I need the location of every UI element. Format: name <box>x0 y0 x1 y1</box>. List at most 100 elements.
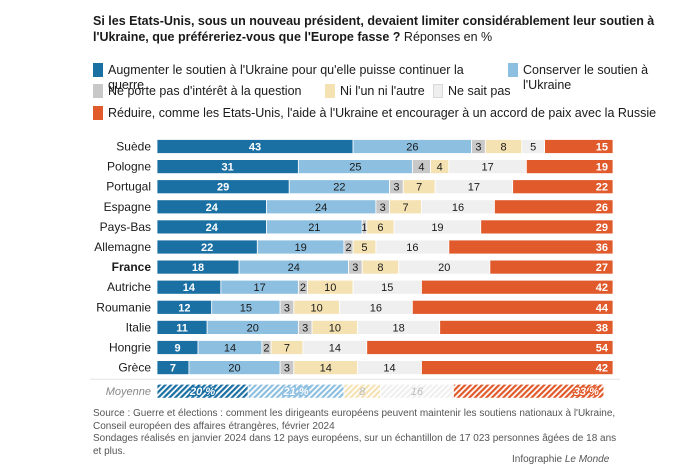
title-unit: Réponses en % <box>403 30 493 44</box>
bar-segment-portugal-5 <box>512 179 614 195</box>
source-line-1: Source : Guerre et élections : comment l… <box>93 408 616 432</box>
bar-value-italie-0: 11 <box>176 322 188 334</box>
bar-value-roumanie-5: 44 <box>596 302 609 314</box>
bar-value-pologne-0: 31 <box>222 162 234 174</box>
bar-value-pologne-3: 4 <box>437 162 443 174</box>
bar-value-suede-0: 43 <box>249 142 261 154</box>
source-note: Source : Guerre et élections : comment l… <box>93 408 623 458</box>
bar-value-hongrie-5: 54 <box>596 343 609 355</box>
bar-value-portugal-0: 29 <box>217 182 229 194</box>
bar-value-pays-bas-3: 6 <box>377 222 383 234</box>
bar-value-suede-4: 5 <box>530 142 536 154</box>
legend-swatch-ne-sait-pas <box>433 84 443 98</box>
category-label-france: France <box>112 260 152 274</box>
bar-value-italie-1: 20 <box>247 322 259 334</box>
category-label-roumanie: Roumanie <box>96 300 151 314</box>
bar-value-france-5: 27 <box>596 262 608 274</box>
bar-value-hongrie-3: 7 <box>284 343 290 355</box>
bar-value-hongrie-1: 14 <box>224 343 236 355</box>
bar-value-grece-1: 20 <box>228 363 240 375</box>
credit-prefix: Infographie <box>512 454 563 465</box>
bar-value-pologne-4: 17 <box>481 162 493 174</box>
title-question: Si les Etats-Unis, sous un nouveau prési… <box>93 14 655 44</box>
average-value-4: 16 <box>411 386 424 398</box>
legend-label-reduire: Réduire, comme les Etats-Unis, l'aide à … <box>108 106 657 120</box>
category-label-espagne: Espagne <box>104 200 152 214</box>
bar-value-autriche-1: 17 <box>253 282 265 294</box>
bar-value-italie-5: 38 <box>596 322 608 334</box>
category-label-allemagne: Allemagne <box>94 240 151 254</box>
bar-value-grece-0: 7 <box>170 363 176 375</box>
average-value-0: 20 % <box>189 386 215 398</box>
bar-value-portugal-3: 7 <box>416 182 422 194</box>
bar-value-pays-bas-5: 29 <box>596 222 608 234</box>
bar-value-grece-2: 3 <box>284 363 290 375</box>
bar-segment-suede-5 <box>544 139 614 154</box>
average-segment-5 <box>452 383 605 399</box>
bar-value-allemagne-4: 16 <box>406 242 418 254</box>
chart-title: Si les Etats-Unis, sous un nouveau prési… <box>93 13 673 45</box>
bar-value-espagne-4: 16 <box>452 202 464 214</box>
bar-value-suede-5: 15 <box>596 142 608 154</box>
bar-value-autriche-4: 15 <box>381 282 393 294</box>
bar-value-pays-bas-4: 19 <box>431 222 443 234</box>
bar-value-hongrie-4: 14 <box>329 343 341 355</box>
bar-value-roumanie-2: 3 <box>284 302 290 314</box>
bar-value-hongrie-2: 2 <box>263 343 269 355</box>
bar-value-italie-3: 10 <box>329 322 341 334</box>
legend-swatch-reduire <box>93 106 103 120</box>
bar-value-allemagne-0: 22 <box>201 242 213 254</box>
bar-value-autriche-3: 10 <box>324 282 336 294</box>
category-label-grece: Grèce <box>118 361 151 375</box>
bar-value-grece-3: 14 <box>320 363 332 375</box>
bar-value-pays-bas-2: 1 <box>361 222 367 234</box>
bar-value-suede-2: 3 <box>475 142 481 154</box>
bar-value-roumanie-1: 15 <box>240 302 252 314</box>
bar-value-italie-4: 18 <box>393 322 405 334</box>
bar-value-espagne-5: 26 <box>596 202 608 214</box>
bar-value-france-0: 18 <box>192 262 204 274</box>
legend-label-ni-lun: Ni l'un ni l'autre <box>340 84 425 98</box>
legend-label-ne-sait-pas: Ne sait pas <box>448 84 511 98</box>
bar-segment-espagne-5 <box>494 199 614 215</box>
bar-value-autriche-2: 2 <box>300 282 306 294</box>
bar-value-espagne-0: 24 <box>206 202 219 214</box>
bar-segment-hongrie-5 <box>366 340 614 355</box>
credit: Infographie Le Monde <box>512 454 609 466</box>
bar-value-france-1: 24 <box>288 262 300 274</box>
bar-segment-france-5 <box>489 259 614 275</box>
legend-label-conserver: Conserver le soutien à l'Ukraine <box>523 63 649 92</box>
bar-value-grece-4: 14 <box>383 363 395 375</box>
category-label-suede: Suède <box>116 140 151 154</box>
bar-value-portugal-5: 22 <box>596 182 608 194</box>
bar-value-suede-1: 26 <box>406 142 418 154</box>
bar-value-espagne-2: 3 <box>380 202 386 214</box>
bar-segment-grece-5 <box>421 360 614 376</box>
bar-value-suede-3: 8 <box>500 142 506 154</box>
bar-segment-autriche-5 <box>421 279 614 295</box>
legend-label-augmenter: Augmenter le soutien à l'Ukraine pour qu… <box>108 63 464 92</box>
bar-segment-italie-5 <box>439 319 614 335</box>
category-label-pays-bas: Pays-Bas <box>100 220 151 234</box>
bar-value-grece-5: 42 <box>596 363 608 375</box>
bar-value-allemagne-5: 36 <box>596 242 608 254</box>
bar-value-pays-bas-0: 24 <box>206 222 219 234</box>
category-label-hongrie: Hongrie <box>109 341 151 355</box>
bar-value-allemagne-3: 5 <box>361 242 367 254</box>
bar-value-france-2: 3 <box>352 262 358 274</box>
category-label-autriche: Autriche <box>107 280 151 294</box>
legend-swatch-ni-lun <box>325 84 335 98</box>
bar-value-espagne-1: 24 <box>315 202 327 214</box>
category-label-italie: Italie <box>126 320 152 334</box>
bar-segment-pays-bas-5 <box>480 219 614 235</box>
bar-value-roumanie-3: 10 <box>310 302 322 314</box>
bar-value-roumanie-0: 12 <box>178 302 190 314</box>
bar-value-portugal-2: 3 <box>393 182 399 194</box>
source-line-2: Sondages réalisés en janvier 2024 dans 1… <box>93 433 617 457</box>
legend-swatch-conserver <box>508 63 518 77</box>
bar-segment-pologne-5 <box>525 159 614 175</box>
bar-value-portugal-4: 17 <box>468 182 480 194</box>
bar-value-pays-bas-1: 21 <box>308 222 320 234</box>
bar-value-pologne-1: 25 <box>349 162 361 174</box>
